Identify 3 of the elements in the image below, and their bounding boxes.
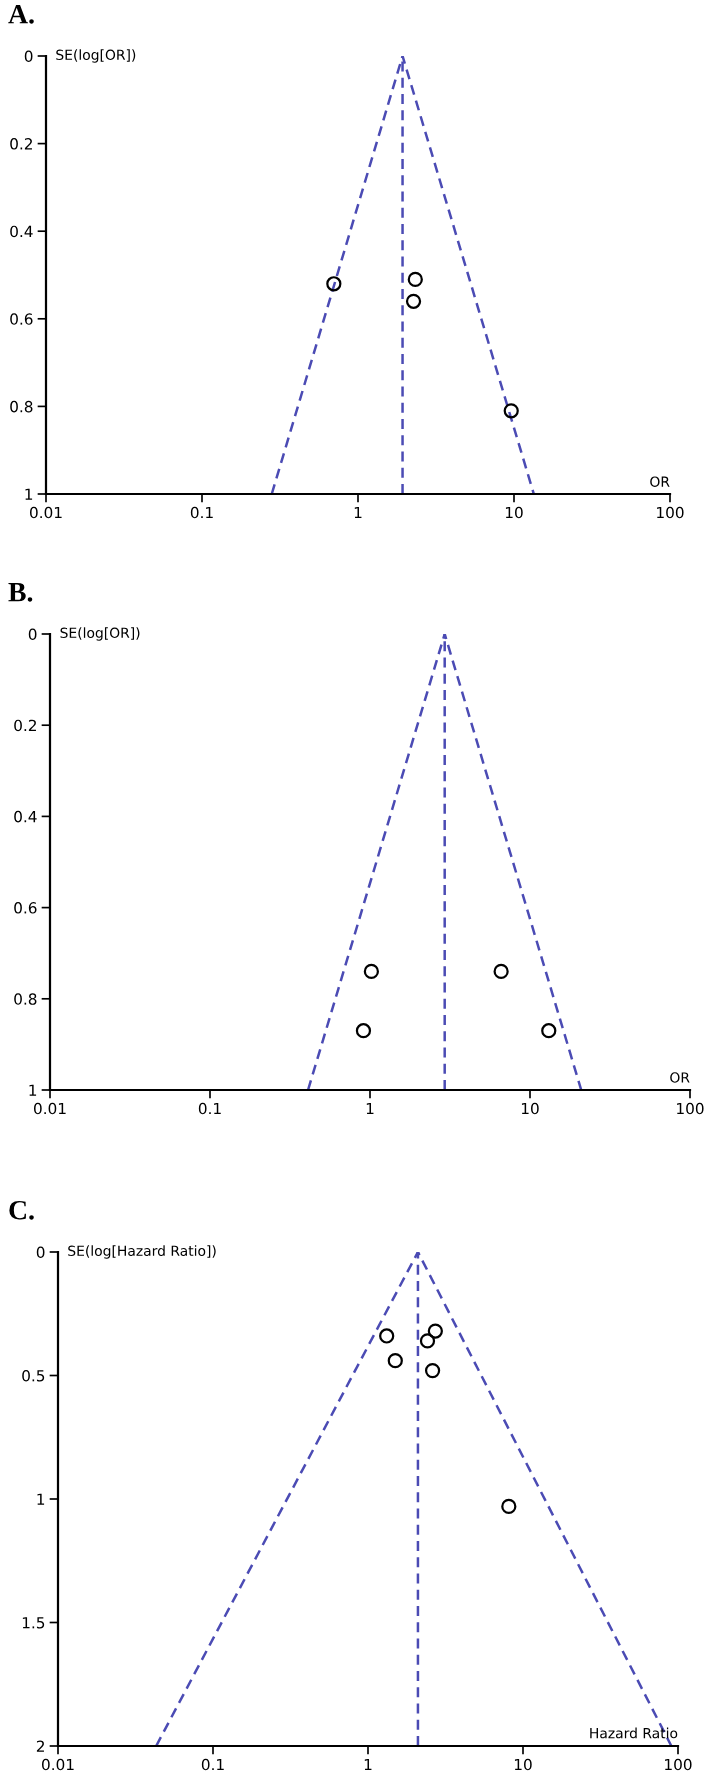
chart-title: C.: [9, 1200, 34, 1220]
chart-title: B.: [8, 583, 33, 602]
chart-title: A.: [8, 4, 34, 24]
